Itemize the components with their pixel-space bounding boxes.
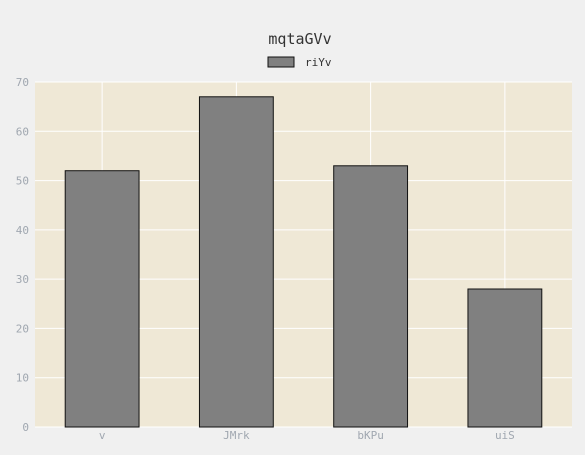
bars	[64, 96, 543, 428]
x-tick-label: v	[99, 429, 106, 442]
y-tick-label: 20	[16, 322, 29, 335]
x-tick-label: bKPu	[357, 429, 384, 442]
y-tick-label: 50	[16, 175, 29, 188]
chart-title: mqtaGVv	[268, 30, 331, 48]
y-axis: 0 10 20 30 40 50 60 70	[16, 76, 29, 434]
bar-JMrk	[198, 96, 274, 428]
legend-label: riYv	[305, 56, 332, 69]
bar-uiS	[467, 288, 543, 428]
legend-swatch	[267, 56, 295, 68]
x-tick-label: uiS	[495, 429, 515, 442]
bar-v	[64, 170, 140, 428]
x-axis: v JMrk bKPu uiS	[99, 429, 515, 442]
y-tick-label: 0	[22, 421, 29, 434]
bar-bKPu	[333, 165, 409, 428]
y-tick-label: 30	[16, 273, 29, 286]
y-tick-label: 70	[16, 76, 29, 89]
y-tick-label: 40	[16, 224, 29, 237]
y-tick-label: 60	[16, 125, 29, 138]
x-tick-label: JMrk	[223, 429, 250, 442]
legend: riYv	[267, 56, 332, 69]
y-tick-label: 10	[16, 372, 29, 385]
